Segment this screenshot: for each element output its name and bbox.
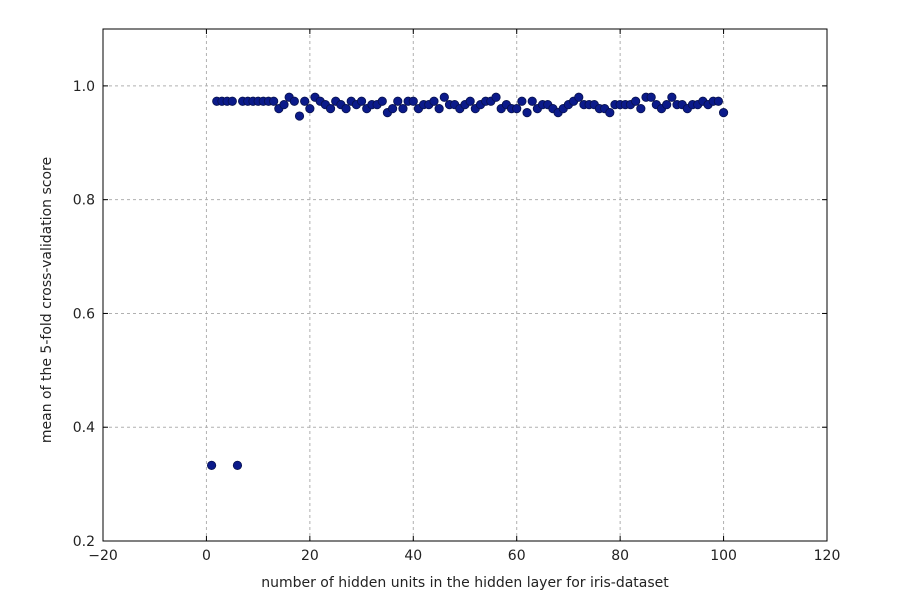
x-tick-label: 0	[202, 548, 211, 564]
data-point	[713, 96, 724, 106]
x-tick-label: −20	[88, 548, 118, 564]
data-point	[300, 96, 310, 106]
x-tick-label: 120	[814, 548, 841, 564]
data-point	[232, 460, 243, 470]
y-tick-labels: 0.2 0.4 0.6 0.8 1.0	[73, 79, 95, 550]
data-point	[465, 96, 475, 106]
tick-marks	[102, 29, 828, 542]
data-point	[517, 96, 527, 106]
x-tick-label: 40	[404, 548, 422, 564]
data-point	[662, 100, 672, 110]
plot-frame	[102, 28, 828, 542]
data-point	[636, 104, 646, 114]
data-point	[646, 92, 656, 102]
data-point	[341, 104, 351, 114]
data-point	[574, 92, 584, 102]
data-point	[393, 96, 403, 106]
data-point	[718, 108, 729, 118]
data-point	[269, 96, 279, 106]
data-point	[491, 92, 501, 102]
data-point	[305, 104, 315, 114]
data-point	[631, 96, 641, 106]
data-point	[377, 96, 387, 106]
x-tick-label: 20	[301, 548, 319, 564]
data-point	[439, 92, 449, 102]
data-point	[356, 96, 367, 106]
data-point	[522, 108, 532, 118]
data-point	[434, 104, 444, 114]
y-tick-label: 0.4	[73, 420, 95, 436]
data-point	[387, 104, 398, 114]
data-point	[429, 96, 439, 106]
data-point	[325, 104, 336, 114]
x-tick-label: 60	[508, 548, 526, 564]
data-point	[527, 96, 537, 106]
x-axis-label: number of hidden units in the hidden lay…	[261, 575, 669, 591]
data-point	[289, 96, 299, 106]
data-point	[294, 111, 305, 121]
x-tick-labels: −20 0 20 40 60 80 100 120	[88, 548, 840, 564]
data-point	[512, 104, 522, 114]
y-tick-label: 0.2	[73, 534, 95, 550]
x-tick-label: 100	[710, 548, 737, 564]
data-point	[279, 100, 289, 110]
y-tick-label: 1.0	[73, 79, 95, 95]
y-tick-label: 0.8	[73, 193, 95, 209]
data-points	[207, 92, 729, 470]
data-point	[398, 104, 408, 114]
y-axis-label: mean of the 5-fold cross-validation scor…	[39, 157, 55, 443]
data-point	[207, 460, 217, 470]
data-point	[667, 92, 677, 102]
data-point	[227, 96, 237, 106]
y-tick-label: 0.6	[73, 306, 95, 322]
data-point	[605, 108, 615, 118]
data-point	[408, 96, 418, 106]
x-tick-label: 80	[611, 548, 629, 564]
